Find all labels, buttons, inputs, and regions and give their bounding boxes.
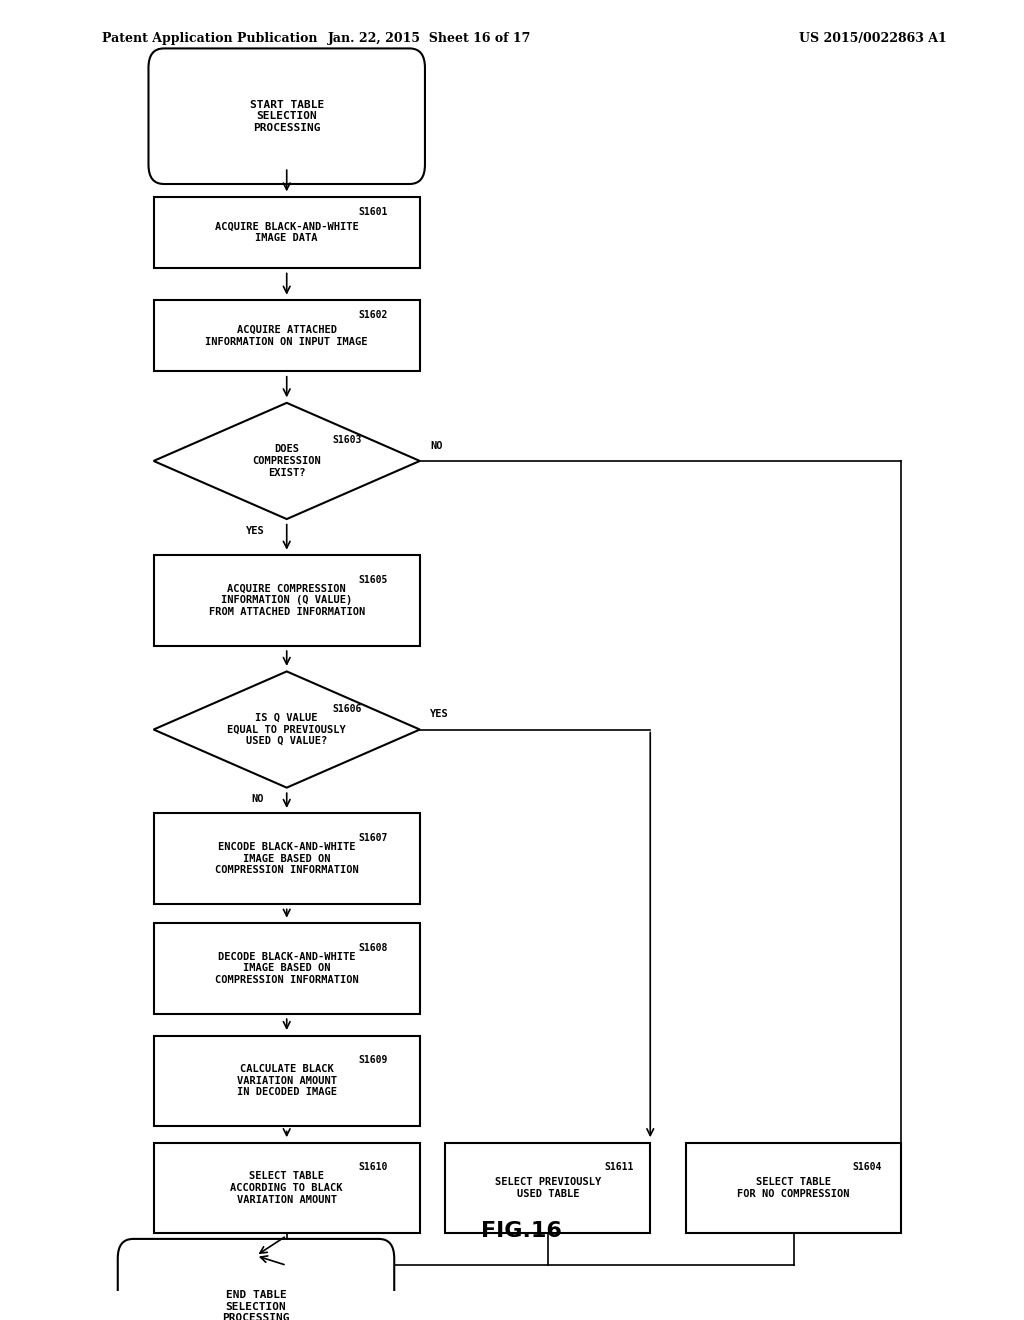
Text: S1603: S1603 (333, 436, 362, 445)
Text: S1608: S1608 (358, 942, 388, 953)
Text: DECODE BLACK-AND-WHITE
IMAGE BASED ON
COMPRESSION INFORMATION: DECODE BLACK-AND-WHITE IMAGE BASED ON CO… (215, 952, 358, 985)
FancyBboxPatch shape (148, 49, 425, 183)
Text: S1605: S1605 (358, 576, 388, 585)
Text: YES: YES (246, 525, 264, 536)
Text: S1611: S1611 (604, 1163, 634, 1172)
FancyBboxPatch shape (686, 1143, 901, 1233)
Text: S1610: S1610 (358, 1163, 388, 1172)
FancyBboxPatch shape (154, 813, 420, 904)
Text: US 2015/0022863 A1: US 2015/0022863 A1 (799, 32, 946, 45)
FancyBboxPatch shape (154, 923, 420, 1014)
FancyBboxPatch shape (154, 556, 420, 645)
FancyBboxPatch shape (154, 1036, 420, 1126)
Text: DOES
COMPRESSION
EXIST?: DOES COMPRESSION EXIST? (252, 445, 322, 478)
Text: S1601: S1601 (358, 207, 388, 216)
FancyBboxPatch shape (154, 1143, 420, 1233)
Polygon shape (154, 672, 420, 788)
Text: SELECT TABLE
ACCORDING TO BLACK
VARIATION AMOUNT: SELECT TABLE ACCORDING TO BLACK VARIATIO… (230, 1171, 343, 1205)
FancyBboxPatch shape (445, 1143, 650, 1233)
Text: Jan. 22, 2015  Sheet 16 of 17: Jan. 22, 2015 Sheet 16 of 17 (329, 32, 531, 45)
FancyBboxPatch shape (118, 1239, 394, 1320)
FancyBboxPatch shape (154, 197, 420, 268)
Text: IS Q VALUE
EQUAL TO PREVIOUSLY
USED Q VALUE?: IS Q VALUE EQUAL TO PREVIOUSLY USED Q VA… (227, 713, 346, 746)
Text: FIG.16: FIG.16 (481, 1221, 562, 1241)
Text: CALCULATE BLACK
VARIATION AMOUNT
IN DECODED IMAGE: CALCULATE BLACK VARIATION AMOUNT IN DECO… (237, 1064, 337, 1097)
Text: S1602: S1602 (358, 310, 388, 321)
Text: ACQUIRE BLACK-AND-WHITE
IMAGE DATA: ACQUIRE BLACK-AND-WHITE IMAGE DATA (215, 222, 358, 243)
Text: ENCODE BLACK-AND-WHITE
IMAGE BASED ON
COMPRESSION INFORMATION: ENCODE BLACK-AND-WHITE IMAGE BASED ON CO… (215, 842, 358, 875)
Text: START TABLE
SELECTION
PROCESSING: START TABLE SELECTION PROCESSING (250, 99, 324, 133)
Text: ACQUIRE ATTACHED
INFORMATION ON INPUT IMAGE: ACQUIRE ATTACHED INFORMATION ON INPUT IM… (206, 325, 368, 347)
Text: S1607: S1607 (358, 833, 388, 843)
Text: ACQUIRE COMPRESSION
INFORMATION (Q VALUE)
FROM ATTACHED INFORMATION: ACQUIRE COMPRESSION INFORMATION (Q VALUE… (209, 583, 365, 616)
Text: S1604: S1604 (852, 1163, 882, 1172)
Text: SELECT PREVIOUSLY
USED TABLE: SELECT PREVIOUSLY USED TABLE (495, 1177, 601, 1199)
Text: NO: NO (251, 795, 263, 804)
Text: S1606: S1606 (333, 704, 362, 714)
Text: YES: YES (430, 709, 449, 719)
Text: S1609: S1609 (358, 1055, 388, 1065)
Text: END TABLE
SELECTION
PROCESSING: END TABLE SELECTION PROCESSING (222, 1290, 290, 1320)
Polygon shape (154, 403, 420, 519)
Text: SELECT TABLE
FOR NO COMPRESSION: SELECT TABLE FOR NO COMPRESSION (737, 1177, 850, 1199)
Text: NO: NO (430, 441, 442, 450)
Text: Patent Application Publication: Patent Application Publication (102, 32, 317, 45)
FancyBboxPatch shape (154, 300, 420, 371)
